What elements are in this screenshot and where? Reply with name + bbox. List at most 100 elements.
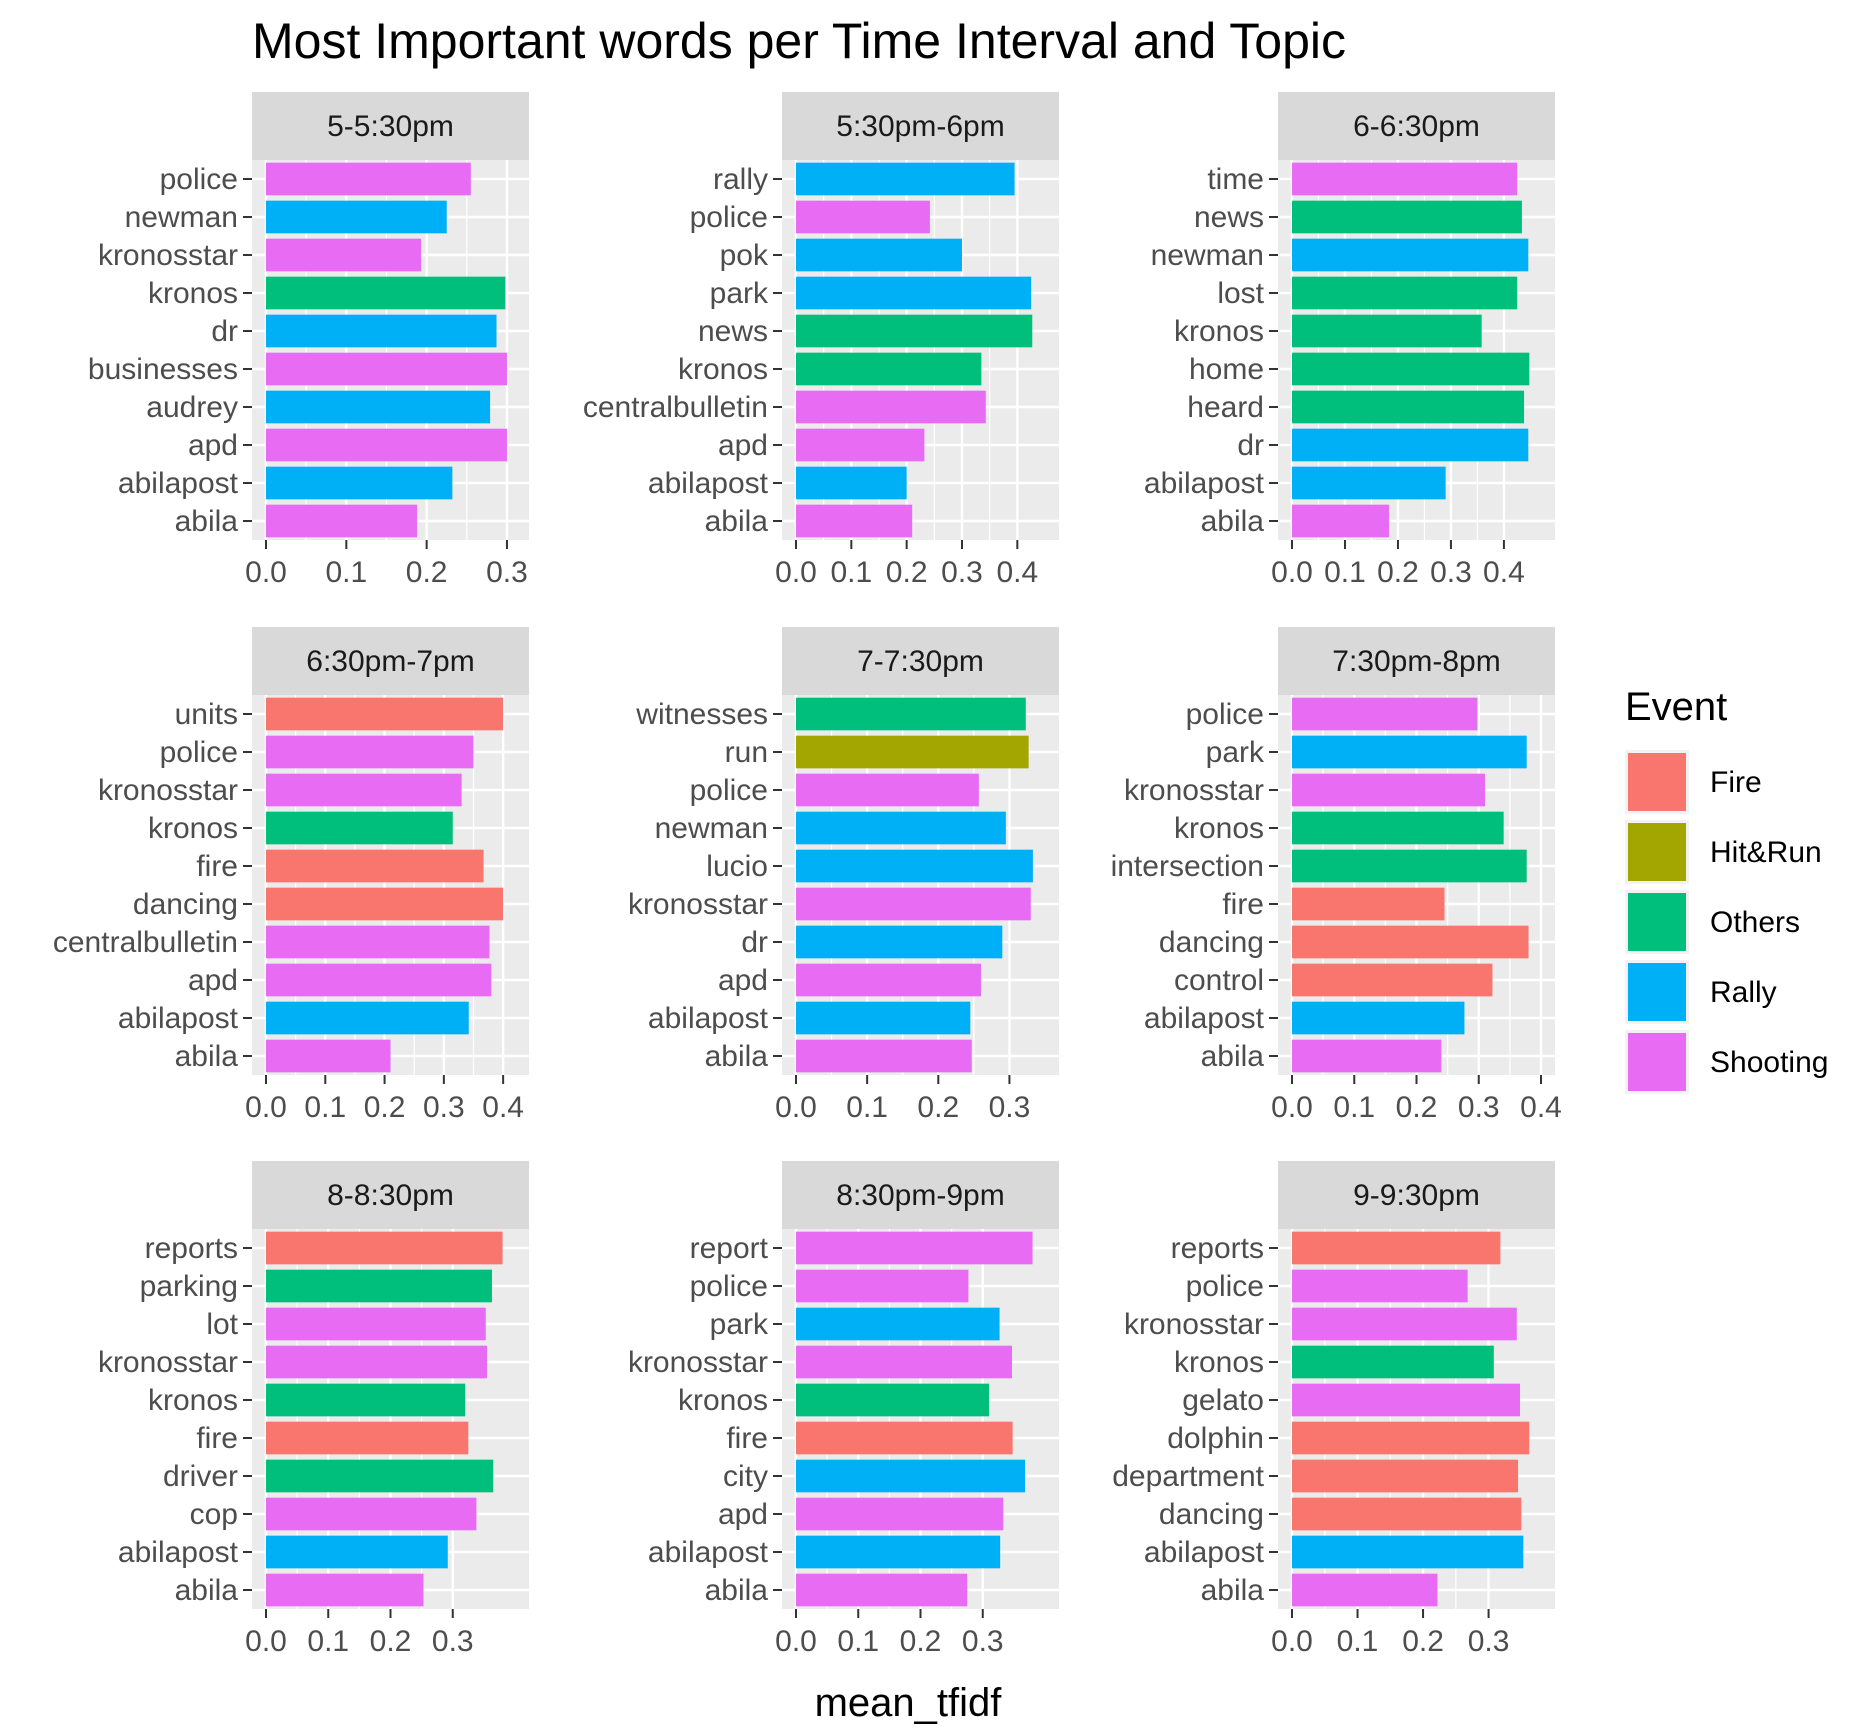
legend-key [1628, 963, 1686, 1021]
y-tick-label: department [1112, 1460, 1264, 1493]
x-tick-label: 0.1 [830, 556, 872, 589]
facet-strip [1278, 627, 1555, 695]
x-tick-label: 0.2 [900, 1625, 942, 1658]
y-tick-label: abilapost [118, 467, 239, 500]
bar [266, 162, 471, 196]
bar [266, 428, 507, 462]
bar [266, 963, 492, 997]
y-tick-label: parking [140, 1270, 238, 1303]
x-tick-label: 0.1 [846, 1091, 888, 1124]
facet-strip [782, 627, 1059, 695]
y-tick-label: abilapost [1144, 1536, 1265, 1569]
y-tick-label: abila [175, 1040, 239, 1073]
x-tick-label: 0.2 [370, 1625, 412, 1658]
x-tick-label: 0.3 [423, 1091, 465, 1124]
y-tick-label: fire [726, 1422, 768, 1455]
y-tick-label: kronos [678, 1384, 768, 1417]
y-tick-label: abilapost [648, 467, 769, 500]
bar [1292, 735, 1527, 769]
x-tick-label: 0.2 [1377, 556, 1419, 589]
y-tick-label: kronosstar [1124, 774, 1264, 807]
bar [1292, 352, 1530, 386]
legend: Event Fire Hit&Run Others Rally Shooting [1625, 685, 1828, 1094]
bar [1292, 963, 1493, 997]
y-tick-label: kronosstar [98, 774, 238, 807]
x-tick-label: 0.4 [482, 1091, 524, 1124]
bar [796, 925, 1003, 959]
x-tick-label: 0.2 [364, 1091, 406, 1124]
bar [796, 200, 930, 234]
y-tick-label: abilapost [118, 1002, 239, 1035]
bar [266, 887, 504, 921]
bar [266, 314, 497, 348]
y-tick-label: rally [713, 163, 768, 196]
bar [266, 238, 422, 272]
x-tick-label: 0.0 [775, 556, 817, 589]
y-tick-label: audrey [146, 391, 238, 424]
x-tick-label: 0.0 [775, 1091, 817, 1124]
bar [796, 1383, 989, 1417]
bar [1292, 1535, 1524, 1569]
x-tick-label: 0.0 [245, 556, 287, 589]
bar [266, 925, 490, 959]
bar [1292, 1497, 1522, 1531]
bar [266, 1459, 494, 1493]
bar [266, 390, 491, 424]
facet-panel: 8:30pm-9pm report police park kronosstar kron… [628, 1161, 1059, 1658]
bar [1292, 1573, 1438, 1607]
x-tick-label: 0.4 [1483, 556, 1525, 589]
y-tick-label: abila [705, 1574, 769, 1607]
bar [266, 1573, 424, 1607]
x-tick-label: 0.1 [1337, 1625, 1379, 1658]
legend-label: Rally [1710, 976, 1777, 1009]
facet-panel: 5:30pm-6pm rally police pok park news kronos ce… [583, 92, 1059, 589]
y-tick-label: abila [705, 505, 769, 538]
y-tick-label: police [690, 774, 768, 807]
legend-title: Event [1625, 685, 1727, 729]
bar [1292, 200, 1522, 234]
bar [1292, 697, 1478, 731]
bar [1292, 1269, 1468, 1303]
facet-strip-label: 5-5:30pm [327, 110, 454, 143]
legend-key [1628, 753, 1686, 811]
y-tick-label: abila [705, 1040, 769, 1073]
bar [1292, 238, 1529, 272]
y-tick-label: apd [188, 964, 238, 997]
x-tick-label: 0.3 [962, 1625, 1004, 1658]
y-tick-label: dr [211, 315, 238, 348]
y-tick-label: kronosstar [98, 239, 238, 272]
x-tick-label: 0.4 [996, 556, 1038, 589]
bar [796, 504, 913, 538]
y-tick-label: apd [718, 964, 768, 997]
x-tick-label: 0.0 [245, 1625, 287, 1658]
legend-key [1628, 893, 1686, 951]
y-tick-label: run [725, 736, 768, 769]
y-tick-label: abilapost [648, 1536, 769, 1569]
x-tick-label: 0.1 [1324, 556, 1366, 589]
x-tick-label: 0.3 [941, 556, 983, 589]
bar [1292, 811, 1504, 845]
y-tick-label: driver [163, 1460, 238, 1493]
bar [796, 238, 962, 272]
x-tick-label: 0.1 [837, 1625, 879, 1658]
bar [266, 1497, 477, 1531]
bar [266, 1345, 487, 1379]
bar [266, 697, 504, 731]
y-tick-label: dancing [133, 888, 238, 921]
y-tick-label: lost [1217, 277, 1264, 310]
y-tick-label: report [690, 1232, 769, 1265]
x-tick-label: 0.2 [406, 556, 448, 589]
bar [796, 1497, 1004, 1531]
y-tick-label: kronos [148, 812, 238, 845]
facet-strip-label: 9-9:30pm [1353, 1179, 1480, 1212]
y-tick-label: news [698, 315, 768, 348]
y-tick-label: kronos [678, 353, 768, 386]
y-tick-label: park [710, 277, 769, 310]
bar [796, 697, 1026, 731]
y-tick-label: newman [655, 812, 768, 845]
bar [1292, 314, 1482, 348]
bar [266, 1307, 486, 1341]
facet-strip [782, 92, 1059, 160]
y-tick-label: home [1189, 353, 1264, 386]
